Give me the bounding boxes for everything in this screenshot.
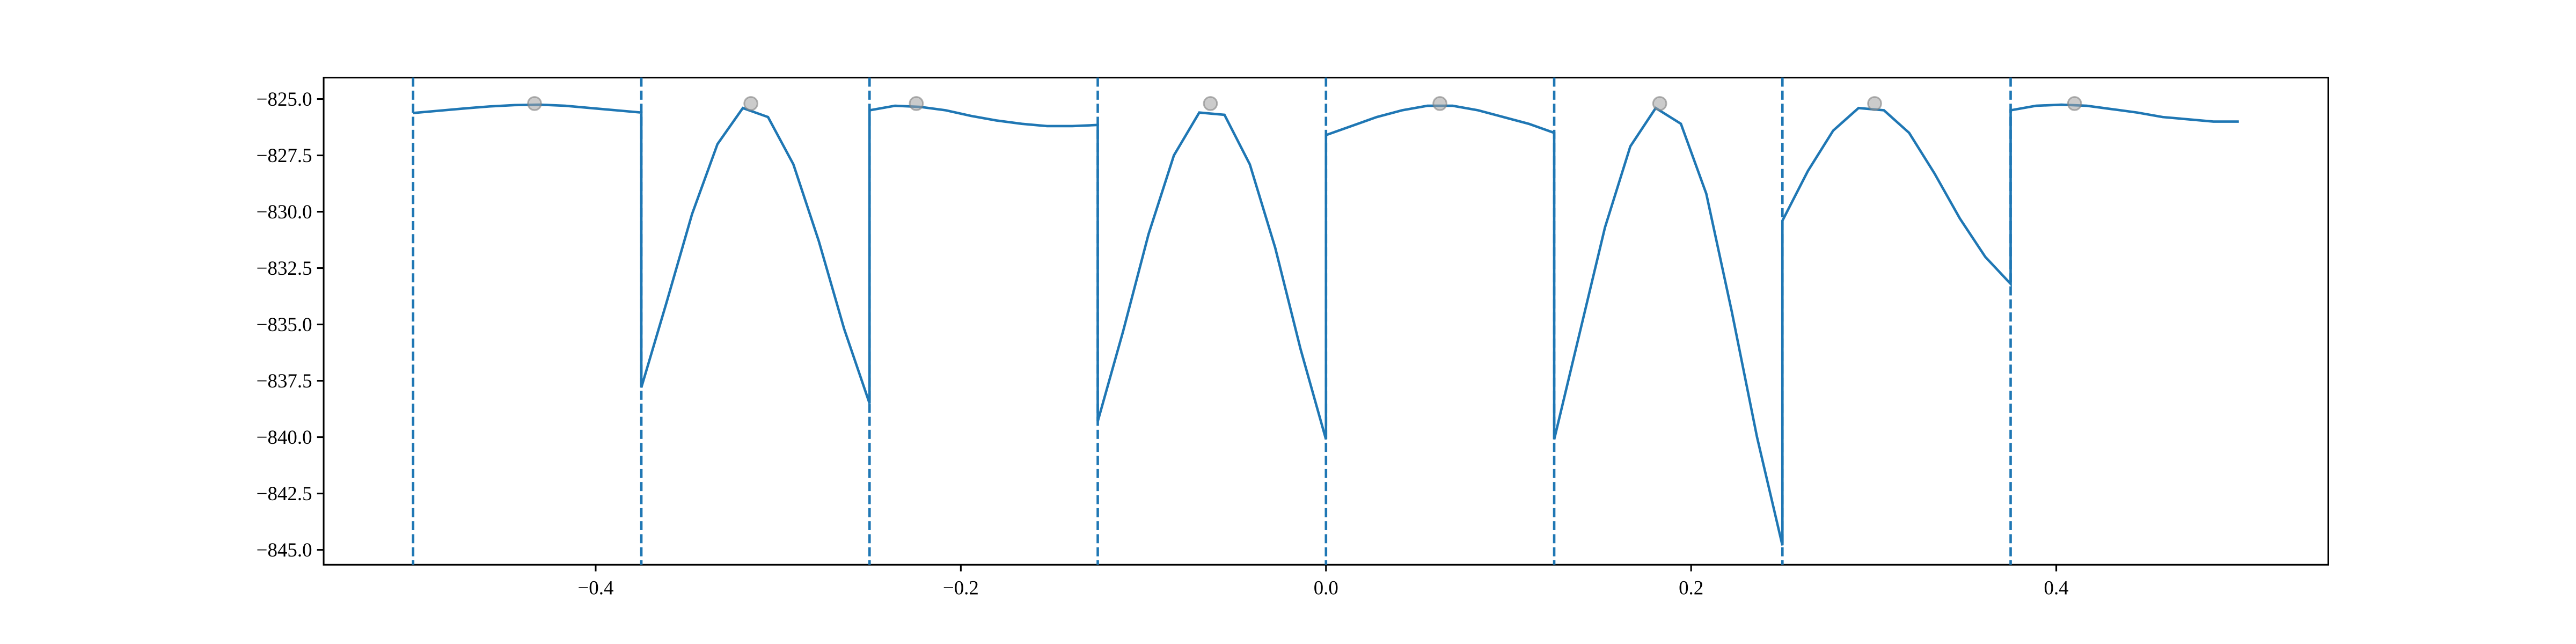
y-tick-label: −825.0 — [257, 88, 312, 110]
line — [413, 103, 2239, 546]
y-tick-label: −840.0 — [257, 426, 312, 448]
point — [1867, 96, 1882, 111]
y-tick-label: −827.5 — [257, 144, 312, 166]
point — [1432, 96, 1447, 111]
point — [527, 96, 542, 111]
y-tick-label: −845.0 — [257, 539, 312, 561]
y-tick-label: −832.5 — [257, 257, 312, 279]
x-tick-label: 0.4 — [2044, 577, 2068, 599]
x-tick-label: 0.2 — [1679, 577, 1703, 599]
x-tick-label: 0.0 — [1314, 577, 1338, 599]
point — [1203, 96, 1218, 111]
point — [2067, 96, 2082, 111]
x-tick-label: −0.4 — [577, 577, 613, 599]
x-tick-label: −0.2 — [943, 577, 979, 599]
y-tick-label: −842.5 — [257, 482, 312, 504]
point — [909, 96, 924, 111]
y-tick-label: −830.0 — [257, 201, 312, 223]
y-tick-label: −837.5 — [257, 370, 312, 392]
point — [1652, 96, 1667, 111]
y-tick-label: −835.0 — [257, 313, 312, 335]
point — [743, 96, 758, 111]
